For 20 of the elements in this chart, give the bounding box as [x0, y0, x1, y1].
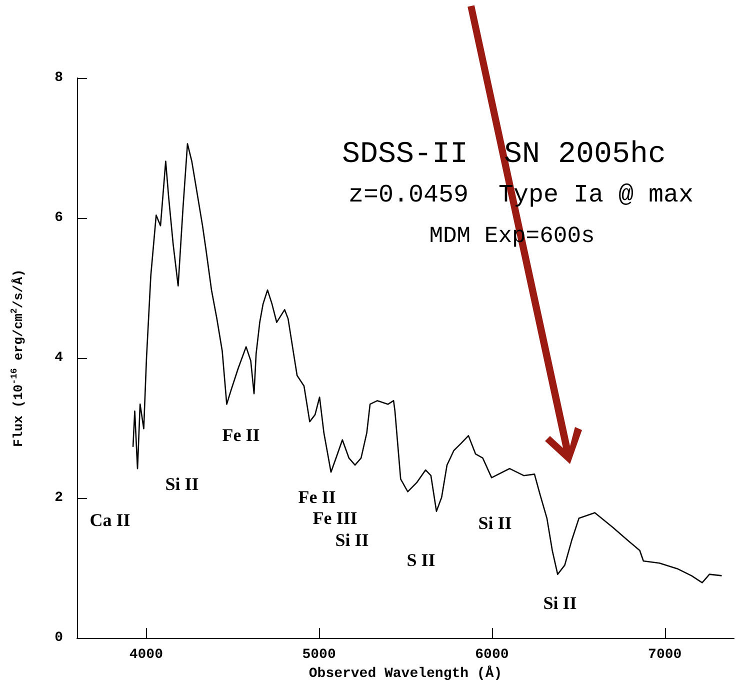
x-tick-label: 6000: [475, 647, 509, 663]
annotation: Si II: [165, 474, 199, 494]
annotation: Fe III: [312, 508, 358, 528]
x-tick-label: 4000: [129, 647, 163, 663]
x-tick-label: 7000: [648, 647, 682, 663]
x-tick-label: 5000: [302, 647, 336, 663]
y-tick-label: 8: [54, 70, 63, 86]
y-tick-label: 0: [54, 630, 63, 646]
x-axis-title: Observed Wavelength (Å): [308, 664, 502, 682]
annotation: Fe II: [298, 487, 336, 507]
y-axis-title: Flux (10-16 erg/cm2/s/Å): [10, 269, 26, 447]
y-tick-label: 4: [54, 350, 63, 366]
annotation: Si II: [335, 530, 369, 550]
annotation: Si II: [478, 513, 512, 533]
annotation: S II: [406, 550, 436, 570]
y-tick-label: 2: [54, 490, 63, 506]
annotation: Ca II: [90, 510, 130, 530]
annotation: Fe II: [222, 425, 260, 445]
annotation: Si II: [543, 593, 577, 613]
y-tick-label: 6: [54, 210, 63, 226]
